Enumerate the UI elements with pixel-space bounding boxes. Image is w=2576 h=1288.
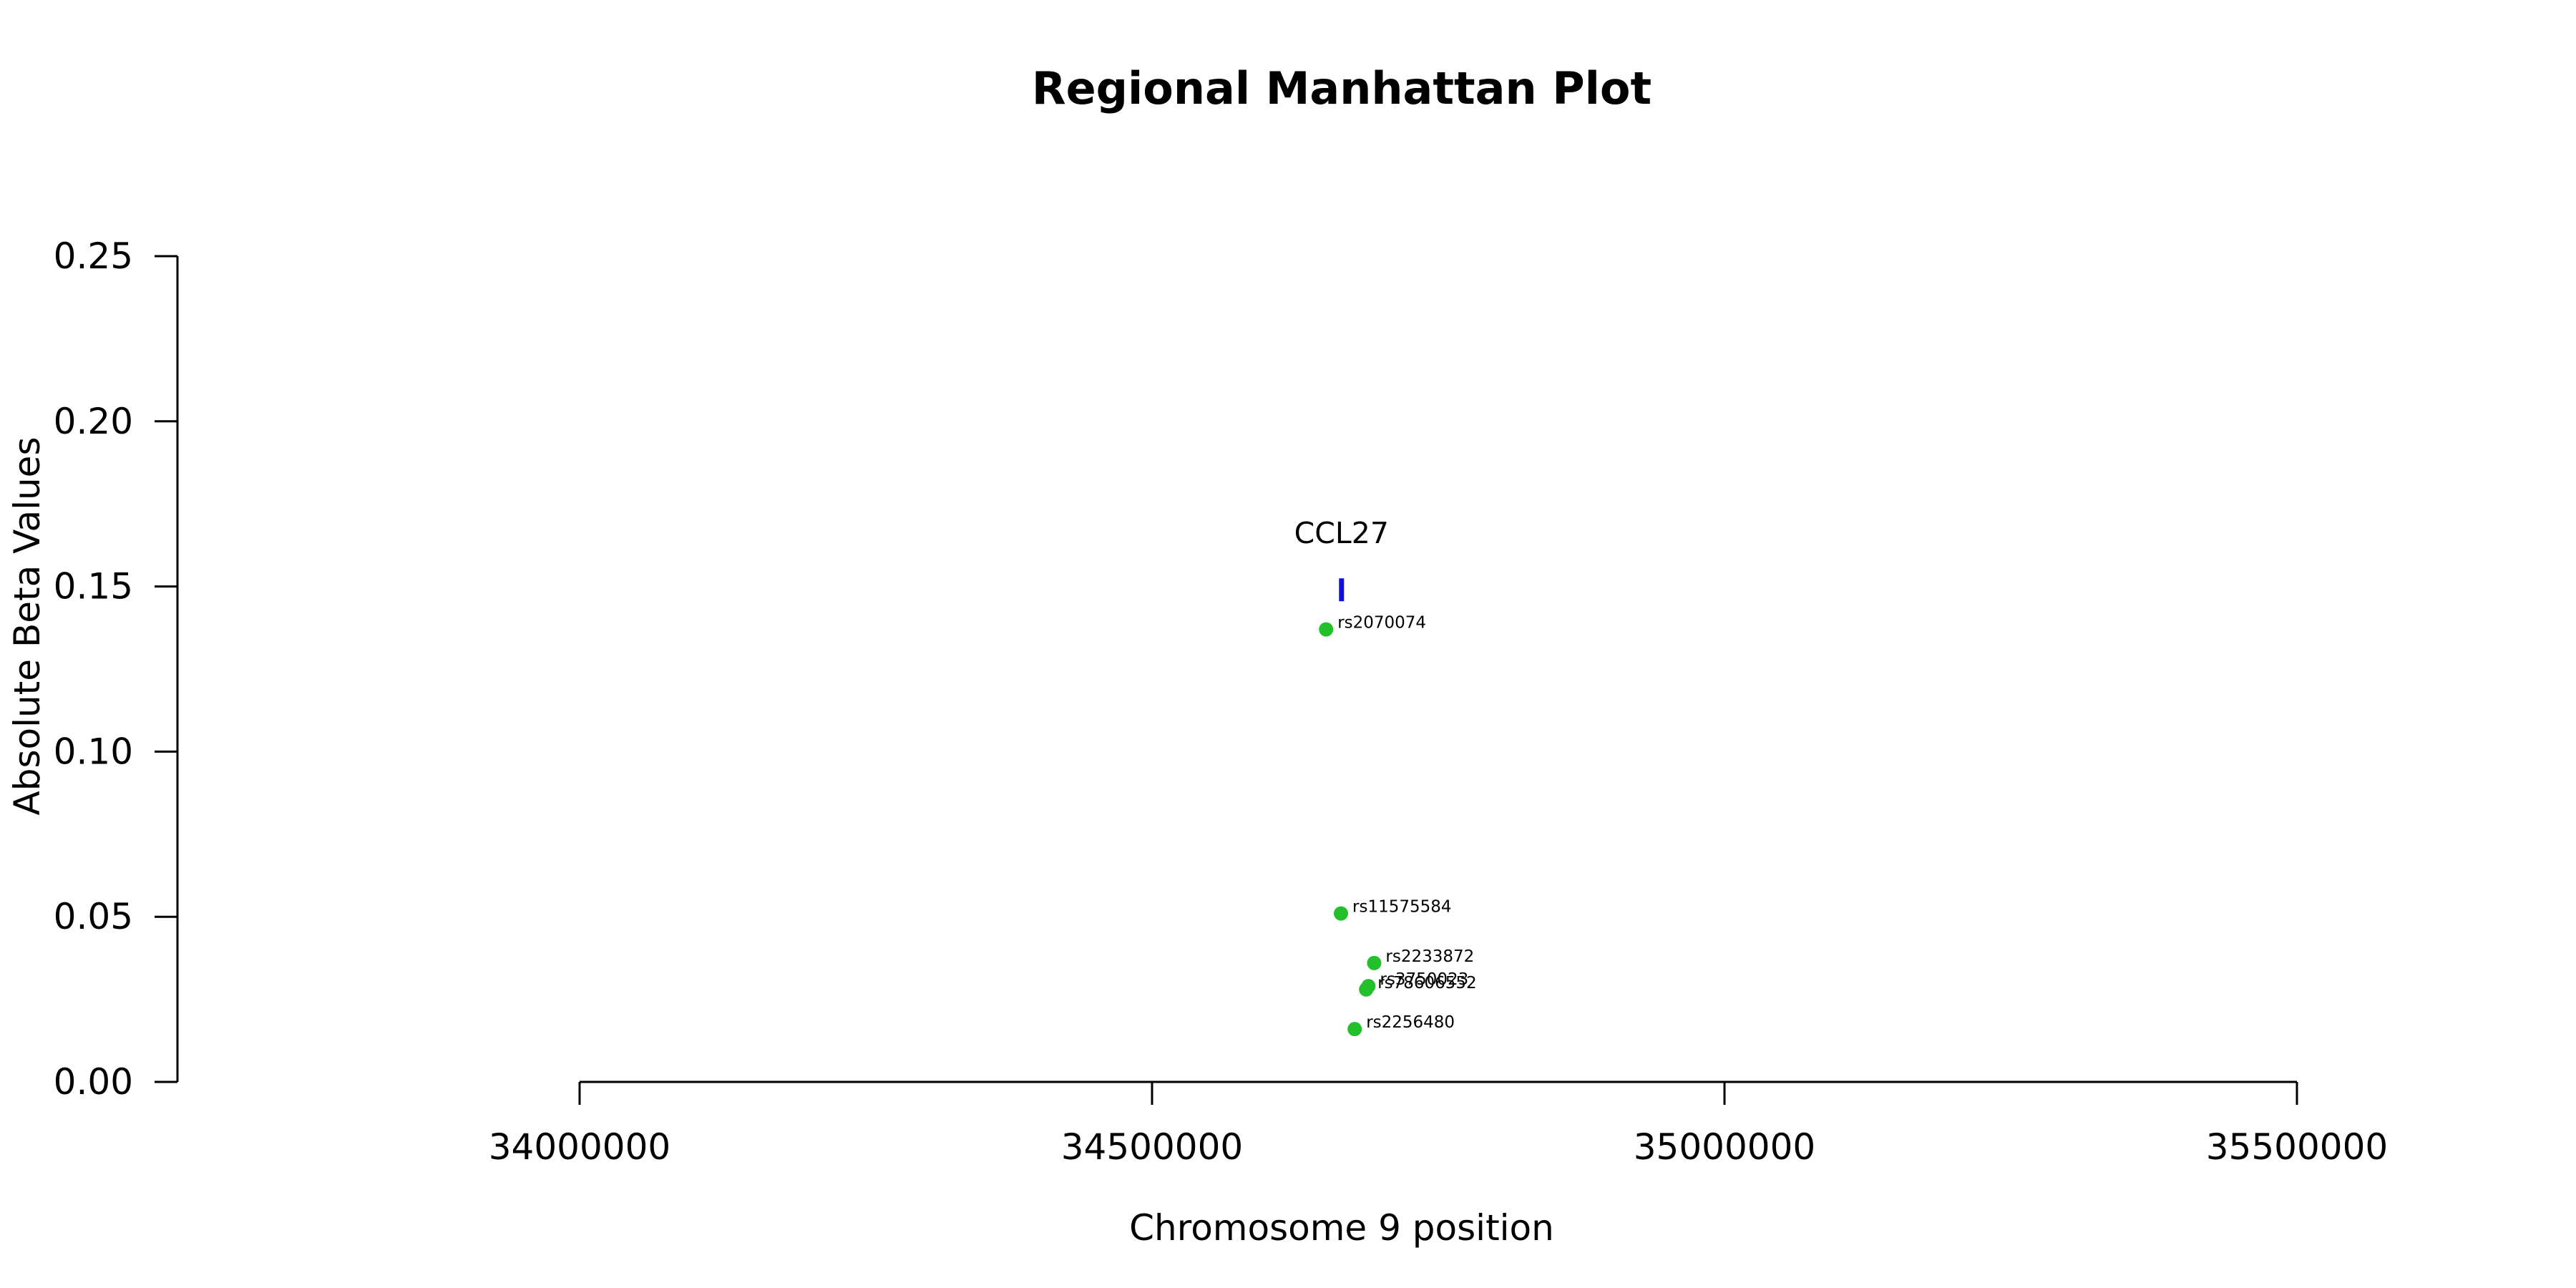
point-label: rs11575584 — [1352, 898, 1452, 917]
x-axis: 34000000 34500000 35000000 35500000 — [489, 1080, 2389, 1168]
y-axis-label: Absolute Beta Values — [6, 437, 48, 816]
data-point — [1319, 622, 1334, 637]
y-tick-label: 0.20 — [54, 401, 133, 442]
x-tick-label: 35000000 — [1634, 1126, 1816, 1168]
x-axis-label: Chromosome 9 position — [1129, 1207, 1554, 1249]
data-point — [1334, 906, 1348, 921]
data-point — [1347, 1022, 1362, 1037]
gene-label: CCL27 — [1294, 516, 1389, 550]
y-tick-label: 0.25 — [54, 235, 133, 277]
point-label: rs3750023 — [1380, 970, 1468, 989]
point-label: rs2070074 — [1337, 614, 1426, 633]
x-tick-label: 34000000 — [489, 1126, 671, 1168]
data-point — [1367, 955, 1382, 970]
data-point — [1359, 982, 1374, 997]
y-tick-label: 0.10 — [54, 731, 133, 772]
y-tick-label: 0.00 — [54, 1061, 133, 1103]
y-axis: 0.00 0.05 0.10 0.15 0.20 0.25 — [54, 235, 179, 1103]
x-tick-label: 35500000 — [2206, 1126, 2389, 1168]
chart-title: Regional Manhattan Plot — [1032, 62, 1652, 114]
point-label: rs78606552 — [1377, 974, 1477, 992]
point-label: rs2233872 — [1385, 947, 1474, 966]
x-tick-label: 34500000 — [1061, 1126, 1244, 1168]
y-tick-label: 0.15 — [54, 566, 133, 608]
point-label: rs2256480 — [1366, 1013, 1455, 1032]
gene-markers: CCL27 — [1294, 516, 1389, 602]
y-tick-label: 0.05 — [54, 896, 133, 937]
snp-points: rs2070074 rs11575584 rs2233872 rs3750023rs7… — [1319, 614, 1477, 1037]
